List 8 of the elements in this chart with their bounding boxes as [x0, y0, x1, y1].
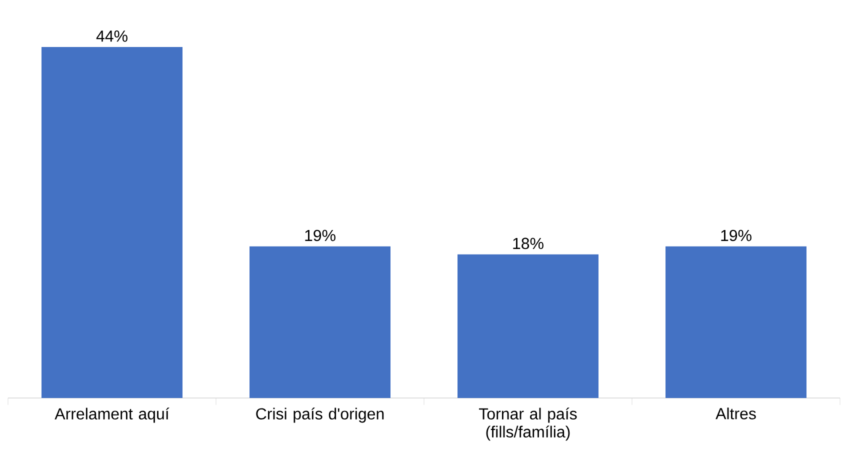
x-tick-label: Arrelament aquí [54, 408, 170, 423]
data-label: 19% [721, 230, 752, 242]
x-tick-label: Tornar al país (fills/família) [479, 408, 577, 441]
data-label: 19% [305, 230, 336, 242]
x-tick-label: Crisi país d'origen [256, 408, 384, 423]
data-label: 18% [513, 238, 544, 250]
data-label: 44% [96, 30, 128, 42]
x-tick-label: Altres [716, 408, 756, 420]
